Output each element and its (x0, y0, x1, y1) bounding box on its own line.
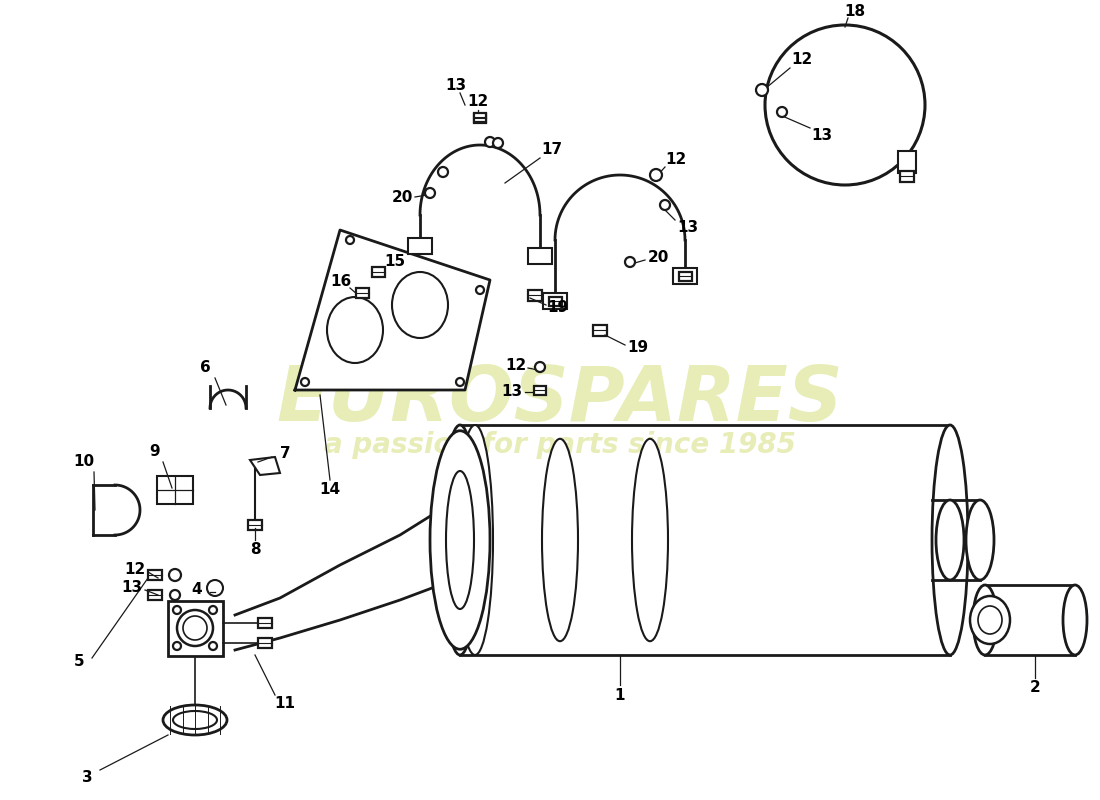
Ellipse shape (777, 107, 786, 117)
Bar (534, 386, 546, 394)
Ellipse shape (346, 236, 354, 244)
Text: 2: 2 (1030, 681, 1041, 695)
Ellipse shape (442, 425, 478, 655)
Ellipse shape (163, 705, 227, 735)
Ellipse shape (456, 378, 464, 386)
Ellipse shape (209, 606, 217, 614)
Text: 11: 11 (275, 695, 296, 710)
Bar (257, 618, 272, 628)
Text: 20: 20 (392, 190, 412, 206)
Bar (900, 171, 914, 182)
Bar (474, 113, 486, 122)
Text: 13: 13 (502, 385, 522, 399)
Ellipse shape (970, 596, 1010, 644)
Text: 12: 12 (124, 562, 145, 578)
Text: 20: 20 (647, 250, 669, 265)
Ellipse shape (756, 84, 768, 96)
Ellipse shape (438, 167, 448, 177)
Bar (528, 248, 552, 264)
Text: 12: 12 (505, 358, 527, 374)
Text: 6: 6 (199, 361, 210, 375)
Bar (408, 238, 432, 254)
Text: 1: 1 (615, 687, 625, 702)
Ellipse shape (625, 257, 635, 267)
Text: 15: 15 (384, 254, 406, 270)
Ellipse shape (650, 169, 662, 181)
Ellipse shape (660, 200, 670, 210)
Bar (673, 268, 697, 284)
Text: 7: 7 (279, 446, 290, 462)
Text: 3: 3 (81, 770, 92, 786)
Ellipse shape (173, 642, 182, 650)
Bar (248, 520, 262, 530)
Text: 12: 12 (468, 94, 488, 110)
Ellipse shape (978, 606, 1002, 634)
Text: 4: 4 (191, 582, 202, 598)
Bar (474, 114, 486, 122)
Bar (679, 271, 692, 281)
Text: 12: 12 (666, 153, 686, 167)
Text: 8: 8 (250, 542, 261, 558)
Ellipse shape (493, 138, 503, 148)
Bar (257, 638, 272, 648)
Bar (167, 601, 222, 655)
Text: 19: 19 (627, 341, 649, 355)
Ellipse shape (932, 425, 968, 655)
Bar (157, 476, 192, 504)
Ellipse shape (430, 430, 490, 650)
Text: 13: 13 (121, 581, 143, 595)
Bar (355, 288, 368, 298)
Ellipse shape (170, 590, 180, 600)
Text: 13: 13 (678, 221, 698, 235)
Bar (372, 267, 385, 277)
Text: a passion for parts since 1985: a passion for parts since 1985 (324, 431, 796, 459)
Ellipse shape (327, 297, 383, 363)
Text: EUROSPARES: EUROSPARES (276, 363, 844, 437)
Bar (148, 590, 162, 600)
Ellipse shape (485, 137, 495, 147)
Ellipse shape (173, 606, 182, 614)
Text: 17: 17 (541, 142, 562, 158)
Text: 5: 5 (74, 654, 85, 670)
Bar (543, 293, 566, 309)
Ellipse shape (1063, 585, 1087, 655)
Text: 12: 12 (791, 53, 813, 67)
Bar (148, 570, 162, 580)
Bar (899, 151, 916, 174)
Ellipse shape (207, 580, 223, 596)
Polygon shape (250, 457, 280, 475)
Ellipse shape (456, 425, 493, 655)
Ellipse shape (173, 711, 217, 729)
Text: 13: 13 (446, 78, 466, 93)
Ellipse shape (476, 286, 484, 294)
Ellipse shape (974, 585, 997, 655)
Ellipse shape (301, 378, 309, 386)
Text: 9: 9 (150, 445, 161, 459)
Text: 14: 14 (319, 482, 341, 498)
Text: 18: 18 (845, 5, 866, 19)
Ellipse shape (425, 188, 435, 198)
Ellipse shape (183, 616, 207, 640)
Text: 13: 13 (812, 127, 833, 142)
Ellipse shape (966, 500, 994, 580)
Ellipse shape (169, 569, 182, 581)
Ellipse shape (542, 438, 578, 642)
Ellipse shape (936, 500, 964, 580)
Ellipse shape (177, 610, 213, 646)
Ellipse shape (535, 362, 544, 372)
Polygon shape (295, 230, 490, 390)
Text: 10: 10 (74, 454, 95, 470)
Bar (549, 297, 561, 306)
Ellipse shape (446, 471, 474, 609)
Ellipse shape (209, 642, 217, 650)
Bar (528, 290, 542, 301)
Ellipse shape (392, 272, 448, 338)
Text: 16: 16 (330, 274, 352, 290)
Text: 19: 19 (548, 301, 569, 315)
Ellipse shape (632, 438, 668, 642)
Bar (593, 325, 607, 335)
